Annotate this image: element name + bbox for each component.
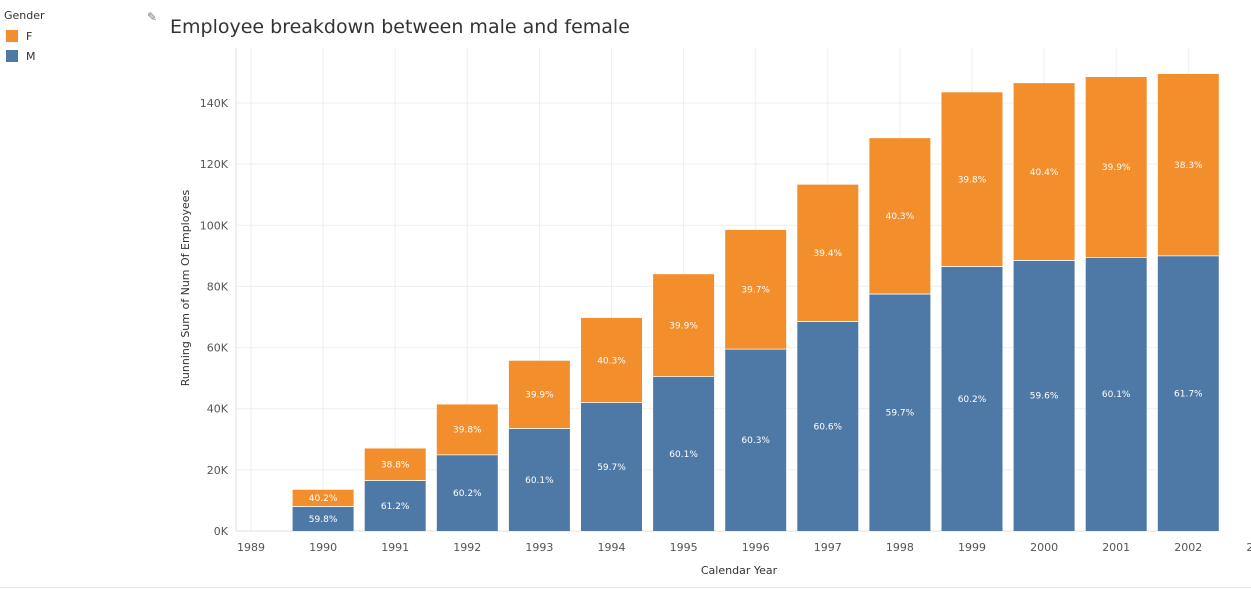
y-tick-label: 100K bbox=[200, 219, 229, 232]
x-tick-label: 1997 bbox=[814, 541, 842, 554]
y-tick-label: 80K bbox=[207, 280, 229, 293]
bar-m-1994 bbox=[581, 402, 642, 531]
y-tick-label: 60K bbox=[207, 342, 229, 355]
bar-label-f-1995: 39.9% bbox=[669, 321, 698, 331]
bar-m-2001 bbox=[1085, 257, 1147, 531]
legend-swatch-m bbox=[6, 50, 18, 62]
bar-m-1995 bbox=[653, 376, 715, 531]
bar-label-f-1992: 39.8% bbox=[453, 426, 482, 436]
legend-label-f: F bbox=[26, 29, 33, 43]
bar-m-1991 bbox=[364, 480, 426, 531]
bar-f-1999 bbox=[941, 92, 1003, 267]
bar-label-f-2001: 39.9% bbox=[1102, 163, 1131, 173]
y-tick-label: 140K bbox=[200, 97, 229, 110]
bar-f-1995 bbox=[653, 274, 715, 377]
x-tick-label: 1994 bbox=[598, 541, 626, 554]
x-tick-label: 1998 bbox=[886, 541, 914, 554]
x-tick-label: 1995 bbox=[670, 541, 698, 554]
bar-label-m-1995: 60.1% bbox=[669, 450, 698, 460]
bar-f-1997 bbox=[797, 184, 859, 322]
x-tick-label: 2000 bbox=[1030, 541, 1058, 554]
bar-m-1993 bbox=[508, 428, 570, 531]
bar-m-2000 bbox=[1013, 260, 1075, 531]
y-tick-label: 20K bbox=[207, 464, 229, 477]
legend: Gender F M bbox=[4, 9, 45, 66]
x-tick-label: 1992 bbox=[453, 541, 481, 554]
bar-f-1992 bbox=[436, 404, 498, 455]
bar-label-m-1993: 60.1% bbox=[525, 476, 554, 486]
y-tick-label: 120K bbox=[200, 158, 229, 171]
bar-label-m-1998: 59.7% bbox=[886, 409, 915, 419]
bar-f-2001 bbox=[1085, 77, 1147, 258]
bar-label-f-1994: 40.3% bbox=[597, 356, 626, 366]
bar-f-1990 bbox=[292, 489, 354, 507]
x-tick-label: 2002 bbox=[1174, 541, 1202, 554]
bar-label-f-1997: 39.4% bbox=[814, 249, 843, 259]
bar-label-f-2002: 38.3% bbox=[1174, 161, 1203, 171]
y-tick-label: 40K bbox=[207, 403, 229, 416]
bar-label-m-1992: 60.2% bbox=[453, 489, 482, 499]
legend-swatch-f bbox=[6, 30, 18, 42]
bar-m-1999 bbox=[941, 266, 1003, 531]
bar-label-m-1999: 60.2% bbox=[958, 395, 987, 405]
bottom-divider bbox=[0, 587, 1251, 588]
x-tick-label: 1989 bbox=[237, 541, 265, 554]
bar-label-m-1994: 59.7% bbox=[597, 463, 626, 473]
bar-label-m-2002: 61.7% bbox=[1174, 389, 1203, 399]
x-tick-label: 1993 bbox=[525, 541, 553, 554]
legend-label-m: M bbox=[26, 49, 36, 63]
bar-f-2002 bbox=[1157, 73, 1219, 256]
x-tick-label: 1996 bbox=[742, 541, 770, 554]
bar-f-1994 bbox=[581, 317, 642, 403]
bar-label-m-1991: 61.2% bbox=[381, 502, 410, 512]
bar-m-2002 bbox=[1157, 255, 1219, 531]
bar-m-1997 bbox=[797, 321, 859, 531]
bar-f-1993 bbox=[508, 360, 570, 429]
x-tick-label: 1991 bbox=[381, 541, 409, 554]
bar-label-f-2000: 40.4% bbox=[1030, 168, 1059, 178]
y-tick-label: 0K bbox=[214, 525, 229, 538]
legend-title: Gender bbox=[4, 9, 45, 22]
bar-label-m-1990: 59.8% bbox=[309, 515, 338, 525]
x-tick-label: 1999 bbox=[958, 541, 986, 554]
chart-title: Employee breakdown between male and fema… bbox=[170, 16, 630, 38]
bar-f-2000 bbox=[1013, 83, 1075, 261]
bar-m-1992 bbox=[436, 454, 498, 531]
legend-item-f[interactable]: F bbox=[4, 26, 45, 46]
bar-label-f-1999: 39.8% bbox=[958, 175, 987, 185]
y-axis-title: Running Sum of Num Of Employees bbox=[179, 189, 192, 386]
bar-m-1990 bbox=[292, 506, 354, 531]
bar-label-f-1993: 39.9% bbox=[525, 391, 554, 401]
bar-label-f-1990: 40.2% bbox=[309, 494, 338, 504]
bar-label-f-1991: 38.8% bbox=[381, 461, 410, 471]
edit-pencil-icon[interactable]: ✎ bbox=[147, 10, 158, 24]
bar-f-1998 bbox=[869, 138, 931, 295]
x-tick-label: 2003 bbox=[1246, 541, 1251, 554]
x-tick-label: 1990 bbox=[309, 541, 337, 554]
bar-label-m-2001: 60.1% bbox=[1102, 390, 1131, 400]
x-tick-label: 2001 bbox=[1102, 541, 1130, 554]
bar-f-1991 bbox=[364, 448, 426, 481]
legend-item-m[interactable]: M bbox=[4, 46, 45, 66]
bar-label-f-1998: 40.3% bbox=[886, 212, 915, 222]
bar-label-m-1997: 60.6% bbox=[814, 422, 843, 432]
bar-f-1996 bbox=[725, 229, 787, 350]
x-axis-title: Calendar Year bbox=[701, 564, 778, 577]
bar-label-f-1996: 39.7% bbox=[741, 285, 770, 295]
bar-label-m-2000: 59.6% bbox=[1030, 392, 1059, 402]
bar-label-m-1996: 60.3% bbox=[741, 436, 770, 446]
bar-m-1996 bbox=[725, 349, 787, 531]
bar-m-1998 bbox=[869, 294, 931, 531]
